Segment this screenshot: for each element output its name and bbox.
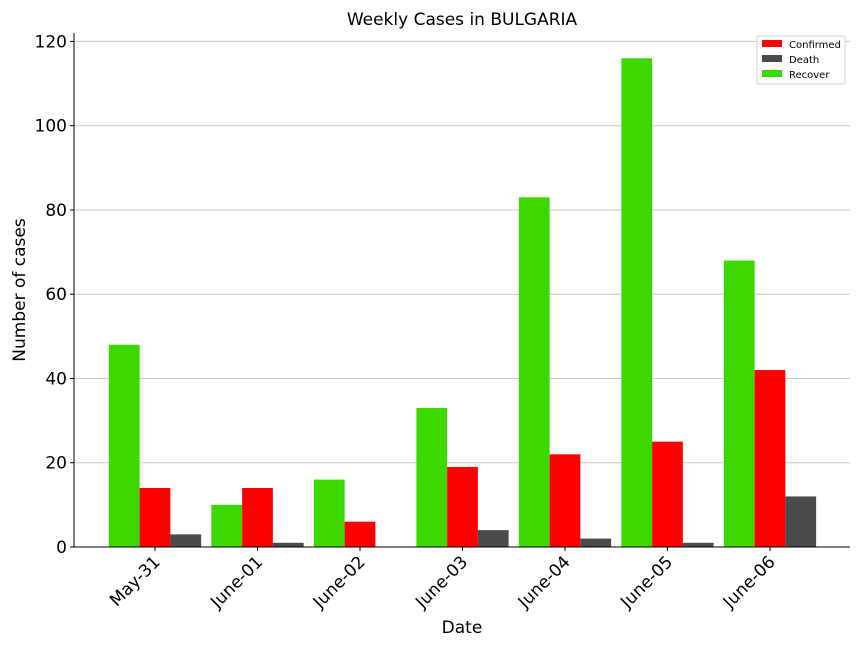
- bar-death-june-01: [272, 542, 304, 547]
- bar-recover-june-02: [313, 479, 345, 547]
- bar-recover-june-03: [416, 407, 448, 547]
- y-ticks: 0 20 40 60 80 100 120: [35, 32, 74, 558]
- bar-recover-june-01: [211, 504, 243, 547]
- bar-confirmed-june-05: [652, 441, 683, 547]
- x-tick-label: June-03: [411, 552, 472, 613]
- grid-lines: [74, 40, 850, 464]
- bar-death-june-05: [682, 542, 714, 547]
- y-tick-label: 0: [56, 538, 67, 558]
- x-tick-label: June-06: [719, 552, 780, 613]
- x-tick-label: June-01: [206, 552, 267, 613]
- x-tick-label: June-04: [514, 552, 575, 613]
- bar-recover-may-31: [108, 344, 140, 547]
- legend: Confirmed Death Recover: [756, 35, 846, 85]
- bar-confirmed-may-31: [139, 488, 171, 547]
- x-tick-label: June-02: [309, 552, 370, 613]
- bar-confirmed-june-04: [549, 454, 581, 547]
- y-tick-label: 60: [45, 285, 67, 305]
- bar-confirmed-june-03: [447, 466, 478, 547]
- y-axis-label: Number of cases: [10, 218, 30, 362]
- bar-death-may-31: [170, 534, 202, 547]
- y-tick-label: 40: [45, 369, 67, 389]
- bar-death-june-03: [477, 530, 509, 547]
- legend-label-confirmed: Confirmed: [789, 40, 841, 51]
- bar-confirmed-june-02: [344, 521, 376, 547]
- legend-label-recover: Recover: [789, 70, 830, 81]
- x-axis-label: Date: [442, 618, 483, 638]
- chart-title: Weekly Cases in BULGARIA: [347, 10, 578, 30]
- x-tick-label: June-05: [616, 552, 677, 613]
- bar-confirmed-june-06: [754, 370, 786, 547]
- x-ticks: May-31 June-01 June-02 June-03 June-04 June-0…: [106, 547, 780, 613]
- y-tick-label: 80: [45, 201, 67, 221]
- bar-death-june-06: [785, 496, 817, 547]
- bar-recover-june-04: [518, 197, 550, 548]
- bar-recover-june-05: [621, 58, 653, 548]
- x-tick-label: May-31: [106, 552, 164, 610]
- bar-death-june-04: [580, 538, 612, 547]
- y-tick-label: 100: [35, 117, 67, 137]
- bar-confirmed-june-01: [242, 488, 273, 547]
- legend-label-death: Death: [789, 55, 819, 66]
- y-tick-label: 20: [45, 454, 67, 474]
- legend-swatch-recover: [762, 70, 782, 77]
- bar-recover-june-06: [723, 260, 755, 547]
- y-tick-label: 120: [35, 32, 67, 52]
- bars: [108, 58, 817, 548]
- legend-swatch-confirmed: [762, 40, 782, 47]
- legend-swatch-death: [762, 55, 782, 62]
